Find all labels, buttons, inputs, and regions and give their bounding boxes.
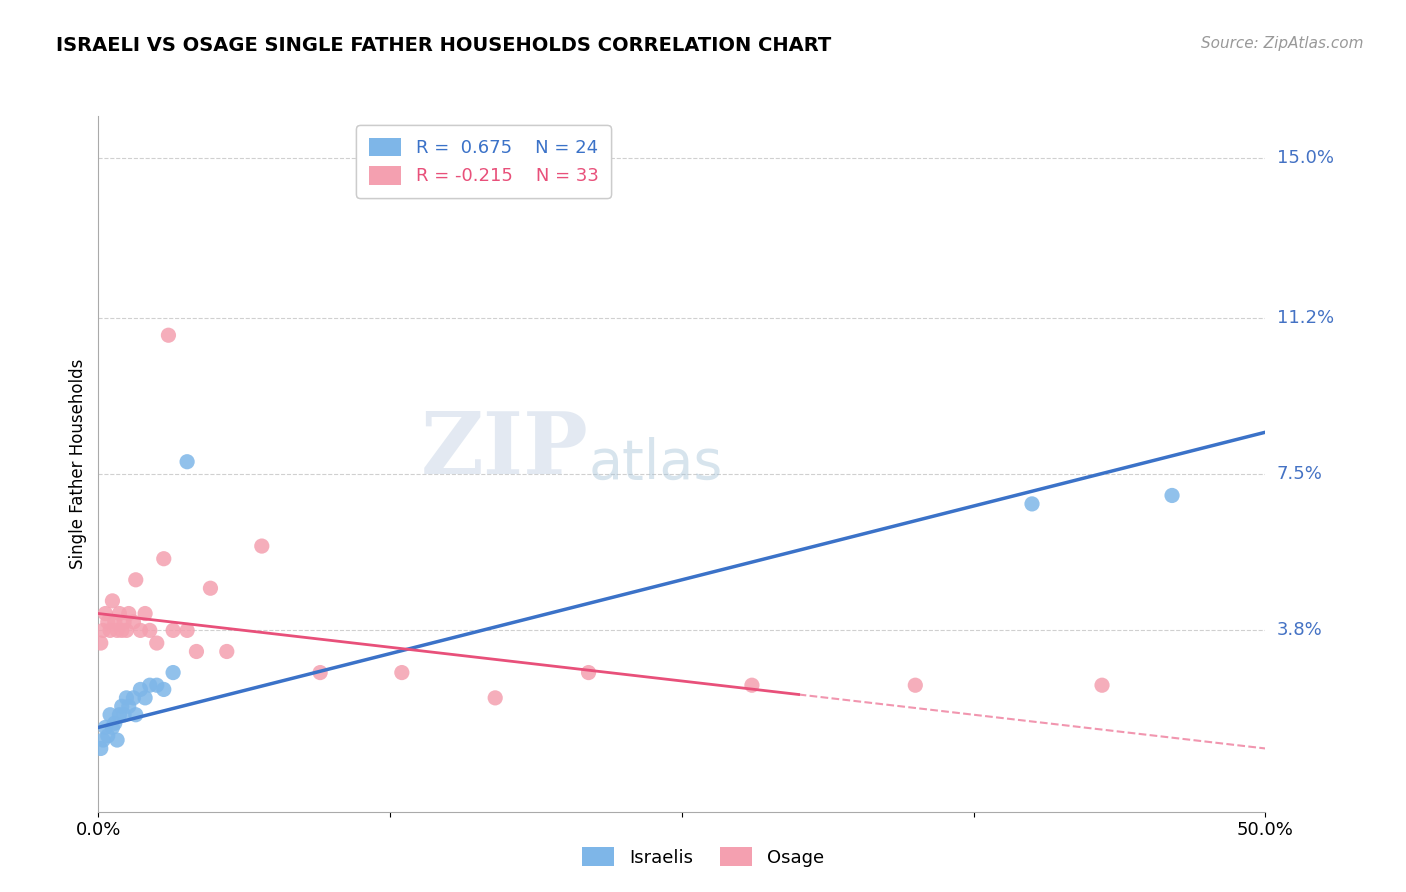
Point (215, 644, 238, 658)
Point (97, 729, 120, 743)
Point (115, 624, 138, 638)
Point (250, 539, 273, 553)
Point (157, 328, 180, 343)
Y-axis label: Single Father Households: Single Father Households (69, 359, 87, 569)
Point (578, 665, 600, 680)
Point (152, 682, 174, 697)
Text: ISRAELI VS OSAGE SINGLE FATHER HOUSEHOLDS CORRELATION CHART: ISRAELI VS OSAGE SINGLE FATHER HOUSEHOLD… (56, 36, 831, 54)
Point (104, 615, 127, 629)
Legend: Israelis, Osage: Israelis, Osage (575, 840, 831, 874)
Point (112, 615, 135, 629)
Point (105, 733, 128, 747)
Point (98, 624, 121, 638)
Point (176, 624, 198, 638)
Point (122, 615, 145, 629)
Point (162, 665, 184, 680)
Point (162, 624, 184, 638)
Point (91, 624, 114, 638)
Point (146, 678, 169, 692)
Point (484, 690, 506, 705)
Point (94, 607, 117, 621)
Text: 7.5%: 7.5% (1277, 466, 1323, 483)
Point (101, 720, 124, 734)
Text: 11.2%: 11.2% (1277, 310, 1334, 327)
Point (101, 594, 124, 608)
Point (152, 551, 174, 566)
Point (108, 607, 131, 621)
Point (97, 615, 120, 629)
Point (200, 581, 222, 595)
Point (111, 624, 134, 638)
Point (129, 682, 152, 697)
Point (118, 699, 141, 714)
Point (904, 678, 927, 692)
Point (91, 733, 114, 747)
Legend: R =  0.675    N = 24, R = -0.215    N = 33: R = 0.675 N = 24, R = -0.215 N = 33 (356, 125, 612, 198)
Point (134, 690, 156, 705)
Point (125, 707, 148, 722)
Point (111, 699, 134, 714)
Point (1021, 497, 1043, 511)
Point (94, 720, 117, 734)
Point (98, 707, 121, 722)
Point (115, 690, 138, 705)
Point (146, 636, 169, 650)
Text: Source: ZipAtlas.com: Source: ZipAtlas.com (1201, 36, 1364, 51)
Point (139, 624, 162, 638)
Point (186, 644, 208, 658)
Point (90, 741, 112, 756)
Point (1091, 678, 1114, 692)
Text: 3.8%: 3.8% (1277, 622, 1322, 640)
Point (134, 607, 156, 621)
Point (1161, 488, 1184, 502)
Point (118, 607, 141, 621)
Point (741, 678, 763, 692)
Point (176, 455, 198, 469)
Text: 15.0%: 15.0% (1277, 149, 1333, 167)
Point (309, 665, 332, 680)
Text: ZIP: ZIP (420, 408, 589, 491)
Point (105, 624, 128, 638)
Point (125, 573, 148, 587)
Point (129, 624, 152, 638)
Point (391, 665, 413, 680)
Point (90, 636, 112, 650)
Point (108, 707, 131, 722)
Point (122, 690, 145, 705)
Point (104, 716, 127, 731)
Point (112, 707, 135, 722)
Text: atlas: atlas (589, 437, 723, 491)
Point (139, 678, 162, 692)
